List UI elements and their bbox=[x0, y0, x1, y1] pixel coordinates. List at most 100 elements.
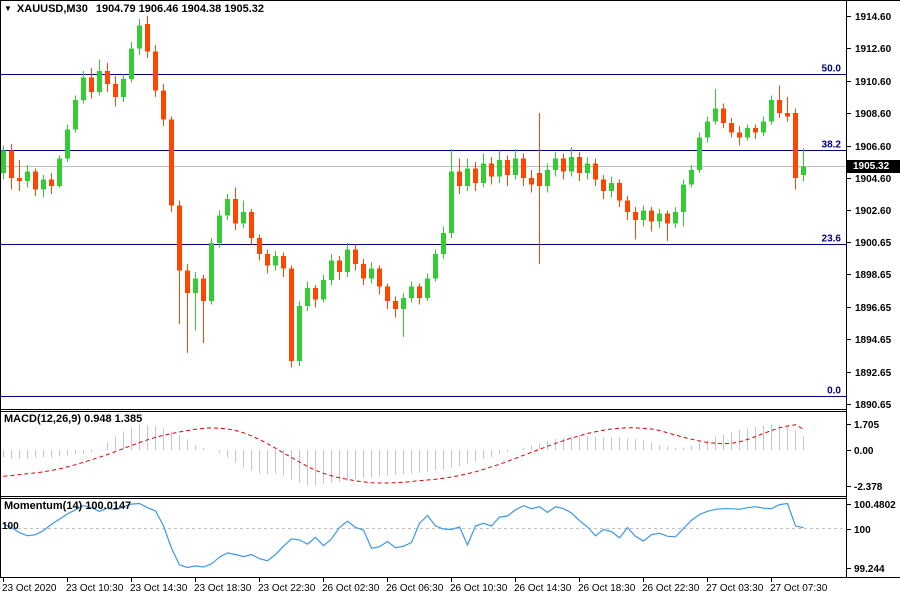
time-axis-tick-label: 26 Oct 18:30 bbox=[578, 583, 636, 594]
candle bbox=[681, 179, 686, 227]
candle bbox=[625, 195, 630, 221]
candle bbox=[57, 155, 62, 188]
candle bbox=[1, 145, 6, 180]
candle bbox=[713, 88, 718, 125]
candle bbox=[241, 200, 246, 229]
price-axis-tick-label: 1910.60 bbox=[855, 77, 892, 88]
candle bbox=[185, 263, 190, 353]
candle bbox=[209, 237, 214, 305]
candle bbox=[313, 284, 318, 308]
momentum-name: Momentum(14) bbox=[4, 500, 83, 512]
price-axis-tick-label: 1902.60 bbox=[855, 206, 892, 217]
candle bbox=[777, 85, 782, 119]
candle bbox=[441, 226, 446, 260]
candle bbox=[41, 174, 46, 198]
candle bbox=[73, 95, 78, 133]
candle bbox=[641, 205, 646, 227]
time-axis-tick-label: 26 Oct 02:30 bbox=[322, 583, 380, 594]
candle bbox=[513, 148, 518, 180]
candle bbox=[81, 71, 86, 104]
candle bbox=[401, 293, 406, 337]
candle bbox=[665, 210, 670, 242]
candle bbox=[657, 208, 662, 229]
candle bbox=[465, 158, 470, 191]
price-axis-tick-label: 1898.65 bbox=[855, 270, 892, 281]
candle bbox=[753, 124, 758, 140]
candle bbox=[161, 84, 166, 127]
candle bbox=[593, 158, 598, 187]
candle bbox=[457, 158, 462, 195]
candle bbox=[249, 208, 254, 245]
price-axis bbox=[846, 16, 851, 569]
candle bbox=[449, 148, 454, 238]
candle bbox=[329, 254, 334, 285]
candle bbox=[289, 265, 294, 368]
time-axis-tick-label: 23 Oct 2020 bbox=[2, 583, 57, 594]
candle bbox=[281, 252, 286, 277]
candles-layer bbox=[1, 16, 806, 368]
momentum-line bbox=[3, 502, 804, 569]
chart-title: ▼ XAUUSD,M30 1904.79 1906.46 1904.38 1905.… bbox=[4, 3, 264, 15]
momentum-indicator-label: Momentum(14) 100.0147 bbox=[4, 500, 131, 512]
price-axis-tick-label: 1906.60 bbox=[855, 142, 892, 153]
momentum-axis-tick-label: 99.244 bbox=[854, 564, 885, 575]
candle bbox=[361, 259, 366, 285]
candle bbox=[297, 301, 302, 366]
candle bbox=[105, 62, 110, 93]
candle bbox=[257, 234, 262, 261]
price-axis-tick-label: 1894.65 bbox=[855, 335, 892, 346]
time-axis-tick-label: 23 Oct 18:30 bbox=[194, 583, 252, 594]
candle bbox=[801, 147, 806, 182]
candle bbox=[417, 283, 422, 305]
candle bbox=[233, 187, 238, 230]
price-axis-tick-label: 1892.65 bbox=[855, 368, 892, 379]
candle bbox=[377, 265, 382, 295]
momentum-panel bbox=[0, 502, 846, 569]
candle bbox=[689, 165, 694, 188]
price-axis-tick-label: 1900.65 bbox=[855, 238, 892, 249]
candle bbox=[17, 160, 22, 191]
macd-histogram bbox=[3, 424, 804, 486]
time-axis-tick-label: 27 Oct 03:30 bbox=[706, 583, 764, 594]
candle bbox=[177, 200, 182, 324]
macd-axis-tick-label: 0.00 bbox=[854, 446, 874, 457]
candle bbox=[273, 250, 278, 271]
candle bbox=[201, 275, 206, 344]
candle bbox=[345, 242, 350, 277]
candle bbox=[761, 116, 766, 136]
candle bbox=[113, 75, 118, 107]
candle bbox=[129, 41, 134, 83]
candle bbox=[529, 169, 534, 193]
chart-dropdown-arrow-icon[interactable]: ▼ bbox=[4, 4, 12, 13]
fib-level-label: 38.2 bbox=[822, 140, 842, 151]
price-axis-tick-label: 1890.65 bbox=[855, 400, 892, 411]
candle bbox=[33, 168, 38, 196]
price-axis-tick-label: 1912.60 bbox=[855, 44, 892, 55]
candle bbox=[25, 165, 30, 188]
candle bbox=[505, 155, 510, 187]
candle bbox=[225, 194, 230, 221]
candle bbox=[89, 67, 94, 99]
time-axis-tick-label: 26 Oct 14:30 bbox=[514, 583, 572, 594]
panel-borders bbox=[0, 0, 900, 578]
fib-level-label: 0.0 bbox=[827, 386, 841, 397]
momentum-axis-tick-label: 100 bbox=[854, 525, 871, 536]
candle bbox=[193, 271, 198, 331]
candle bbox=[769, 95, 774, 125]
time-axis-tick-label: 27 Oct 07:30 bbox=[770, 583, 828, 594]
candle bbox=[569, 147, 574, 177]
candle bbox=[65, 124, 70, 162]
candle bbox=[577, 152, 582, 182]
time-axis-tick-label: 23 Oct 22:30 bbox=[258, 583, 316, 594]
candle bbox=[473, 161, 478, 191]
momentum-axis-tick-label: 100.4802 bbox=[854, 500, 896, 511]
candle bbox=[585, 156, 590, 180]
candle bbox=[497, 150, 502, 183]
candle bbox=[649, 207, 654, 232]
candle bbox=[353, 244, 358, 271]
candle bbox=[721, 103, 726, 128]
candle bbox=[337, 255, 342, 281]
candle bbox=[369, 262, 374, 284]
